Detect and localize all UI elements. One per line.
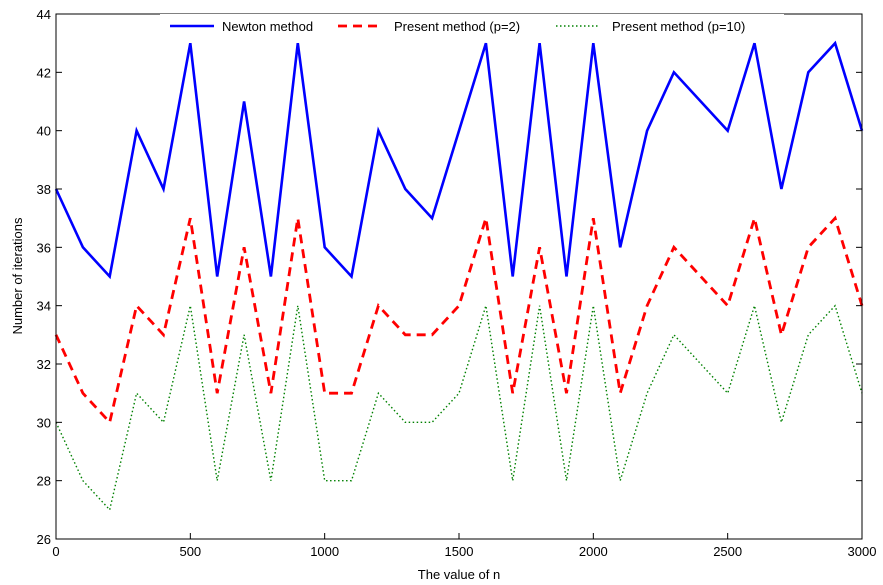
y-tick-label: 26 bbox=[37, 532, 51, 547]
series-line-2 bbox=[54, 212, 864, 426]
y-axis-label: Number of iterations bbox=[10, 217, 25, 335]
x-tick-label: 1500 bbox=[445, 544, 474, 559]
y-tick-label: 44 bbox=[37, 7, 51, 22]
y-tick-label: 42 bbox=[37, 65, 51, 80]
legend-box bbox=[160, 14, 784, 40]
series-line-1 bbox=[54, 40, 864, 280]
y-tick-label: 36 bbox=[37, 240, 51, 255]
x-tick-label: 0 bbox=[52, 544, 59, 559]
plot-area bbox=[56, 14, 862, 539]
legend-label-1: Newton method bbox=[222, 19, 313, 34]
y-tick-label: 32 bbox=[37, 357, 51, 372]
x-tick-label: 1000 bbox=[310, 544, 339, 559]
x-tick-label: 2500 bbox=[713, 544, 742, 559]
y-tick-label: 30 bbox=[37, 415, 51, 430]
series-layer bbox=[54, 40, 864, 512]
legend-label-3: Present method (p=10) bbox=[612, 19, 745, 34]
x-tick-label: 2000 bbox=[579, 544, 608, 559]
x-axis-label: The value of n bbox=[418, 567, 500, 582]
y-tick-label: 38 bbox=[37, 182, 51, 197]
ticks-layer: 0 500 1000 1500 2000 2500 3000 26 28 30 32 34 36 38 40… bbox=[37, 7, 877, 559]
legend-label-2: Present method (p=2) bbox=[394, 19, 520, 34]
y-tick-label: 28 bbox=[37, 474, 51, 489]
y-tick-label: 40 bbox=[37, 124, 51, 139]
x-tick-label: 500 bbox=[179, 544, 201, 559]
x-tick-label: 3000 bbox=[848, 544, 877, 559]
y-tick-label: 34 bbox=[37, 299, 51, 314]
legend: Newton method Present method (p=2) Present… bbox=[160, 14, 784, 40]
